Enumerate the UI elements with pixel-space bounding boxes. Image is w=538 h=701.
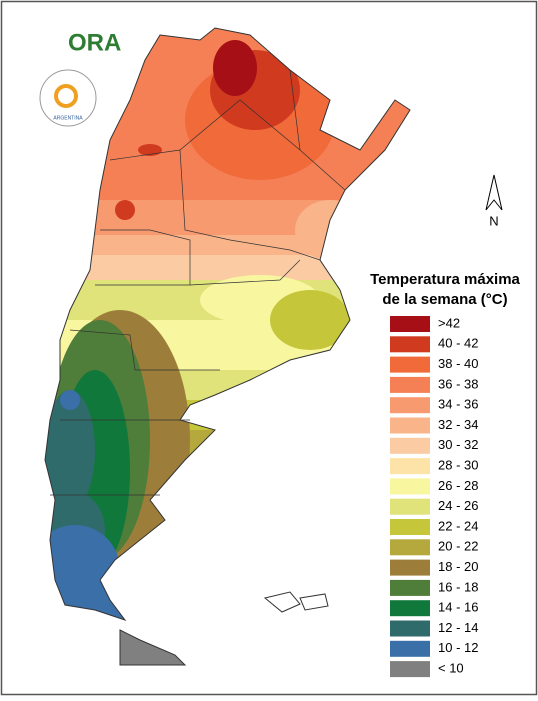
legend-label: 20 - 22 [438, 539, 478, 554]
legend-swatch [390, 478, 430, 495]
legend-swatch [390, 600, 430, 617]
legend-swatch [390, 661, 430, 678]
legend-swatch [390, 498, 430, 515]
legend-swatch [390, 336, 430, 353]
north-label: N [489, 213, 498, 228]
logo-country: ARGENTINA [53, 115, 83, 121]
legend-swatch [390, 559, 430, 576]
legend-label: 34 - 36 [438, 397, 478, 412]
legend-label: 16 - 18 [438, 579, 478, 594]
legend-swatch [390, 356, 430, 373]
temperature-zone [213, 40, 257, 96]
legend-swatch [390, 316, 430, 332]
legend-swatch [390, 539, 430, 556]
legend-swatch [390, 458, 430, 475]
legend: >42 40 - 42 38 - 40 36 - 38 34 - 36 32 - 34 30… [390, 315, 478, 678]
legend-label: 14 - 16 [438, 600, 478, 615]
province-borders [50, 69, 346, 496]
legend-label: 18 - 20 [438, 559, 478, 574]
north-arrow [485, 174, 503, 211]
legend-title: de la semana (°C) [382, 291, 507, 308]
logo-name: ORA [68, 29, 121, 56]
legend-label: < 10 [438, 661, 464, 676]
legend-swatch [390, 417, 430, 434]
legend-swatch [390, 376, 430, 393]
legend-title: Temperatura máxima [370, 271, 520, 288]
legend-swatch [390, 437, 430, 454]
legend-label: 38 - 40 [438, 356, 478, 371]
legend-label: 36 - 38 [438, 376, 478, 391]
legend-swatch [390, 640, 430, 657]
temperature-zone [115, 200, 135, 220]
legend-label: 24 - 26 [438, 498, 478, 513]
legend-label: 40 - 42 [438, 336, 478, 351]
legend-label: 32 - 34 [438, 417, 478, 432]
temperature-zone [270, 290, 350, 350]
legend-label: >42 [438, 315, 460, 330]
temperature-zone [60, 390, 80, 410]
temperature-zone [138, 144, 162, 156]
legend-swatch [390, 579, 430, 596]
logo-sun [54, 84, 78, 108]
tierra-del-fuego [119, 629, 187, 666]
legend-swatch [390, 620, 430, 637]
legend-label: 12 - 14 [438, 620, 478, 635]
legend-label: 10 - 12 [438, 640, 478, 655]
islands [263, 591, 329, 613]
logo-seal [39, 69, 97, 127]
legend-label: 28 - 30 [438, 458, 478, 473]
legend-label: 22 - 24 [438, 518, 478, 533]
country-outline [44, 27, 411, 621]
legend-label: 30 - 32 [438, 437, 478, 452]
legend-swatch [390, 397, 430, 414]
legend-label: 26 - 28 [438, 478, 478, 493]
legend-swatch [390, 519, 430, 535]
